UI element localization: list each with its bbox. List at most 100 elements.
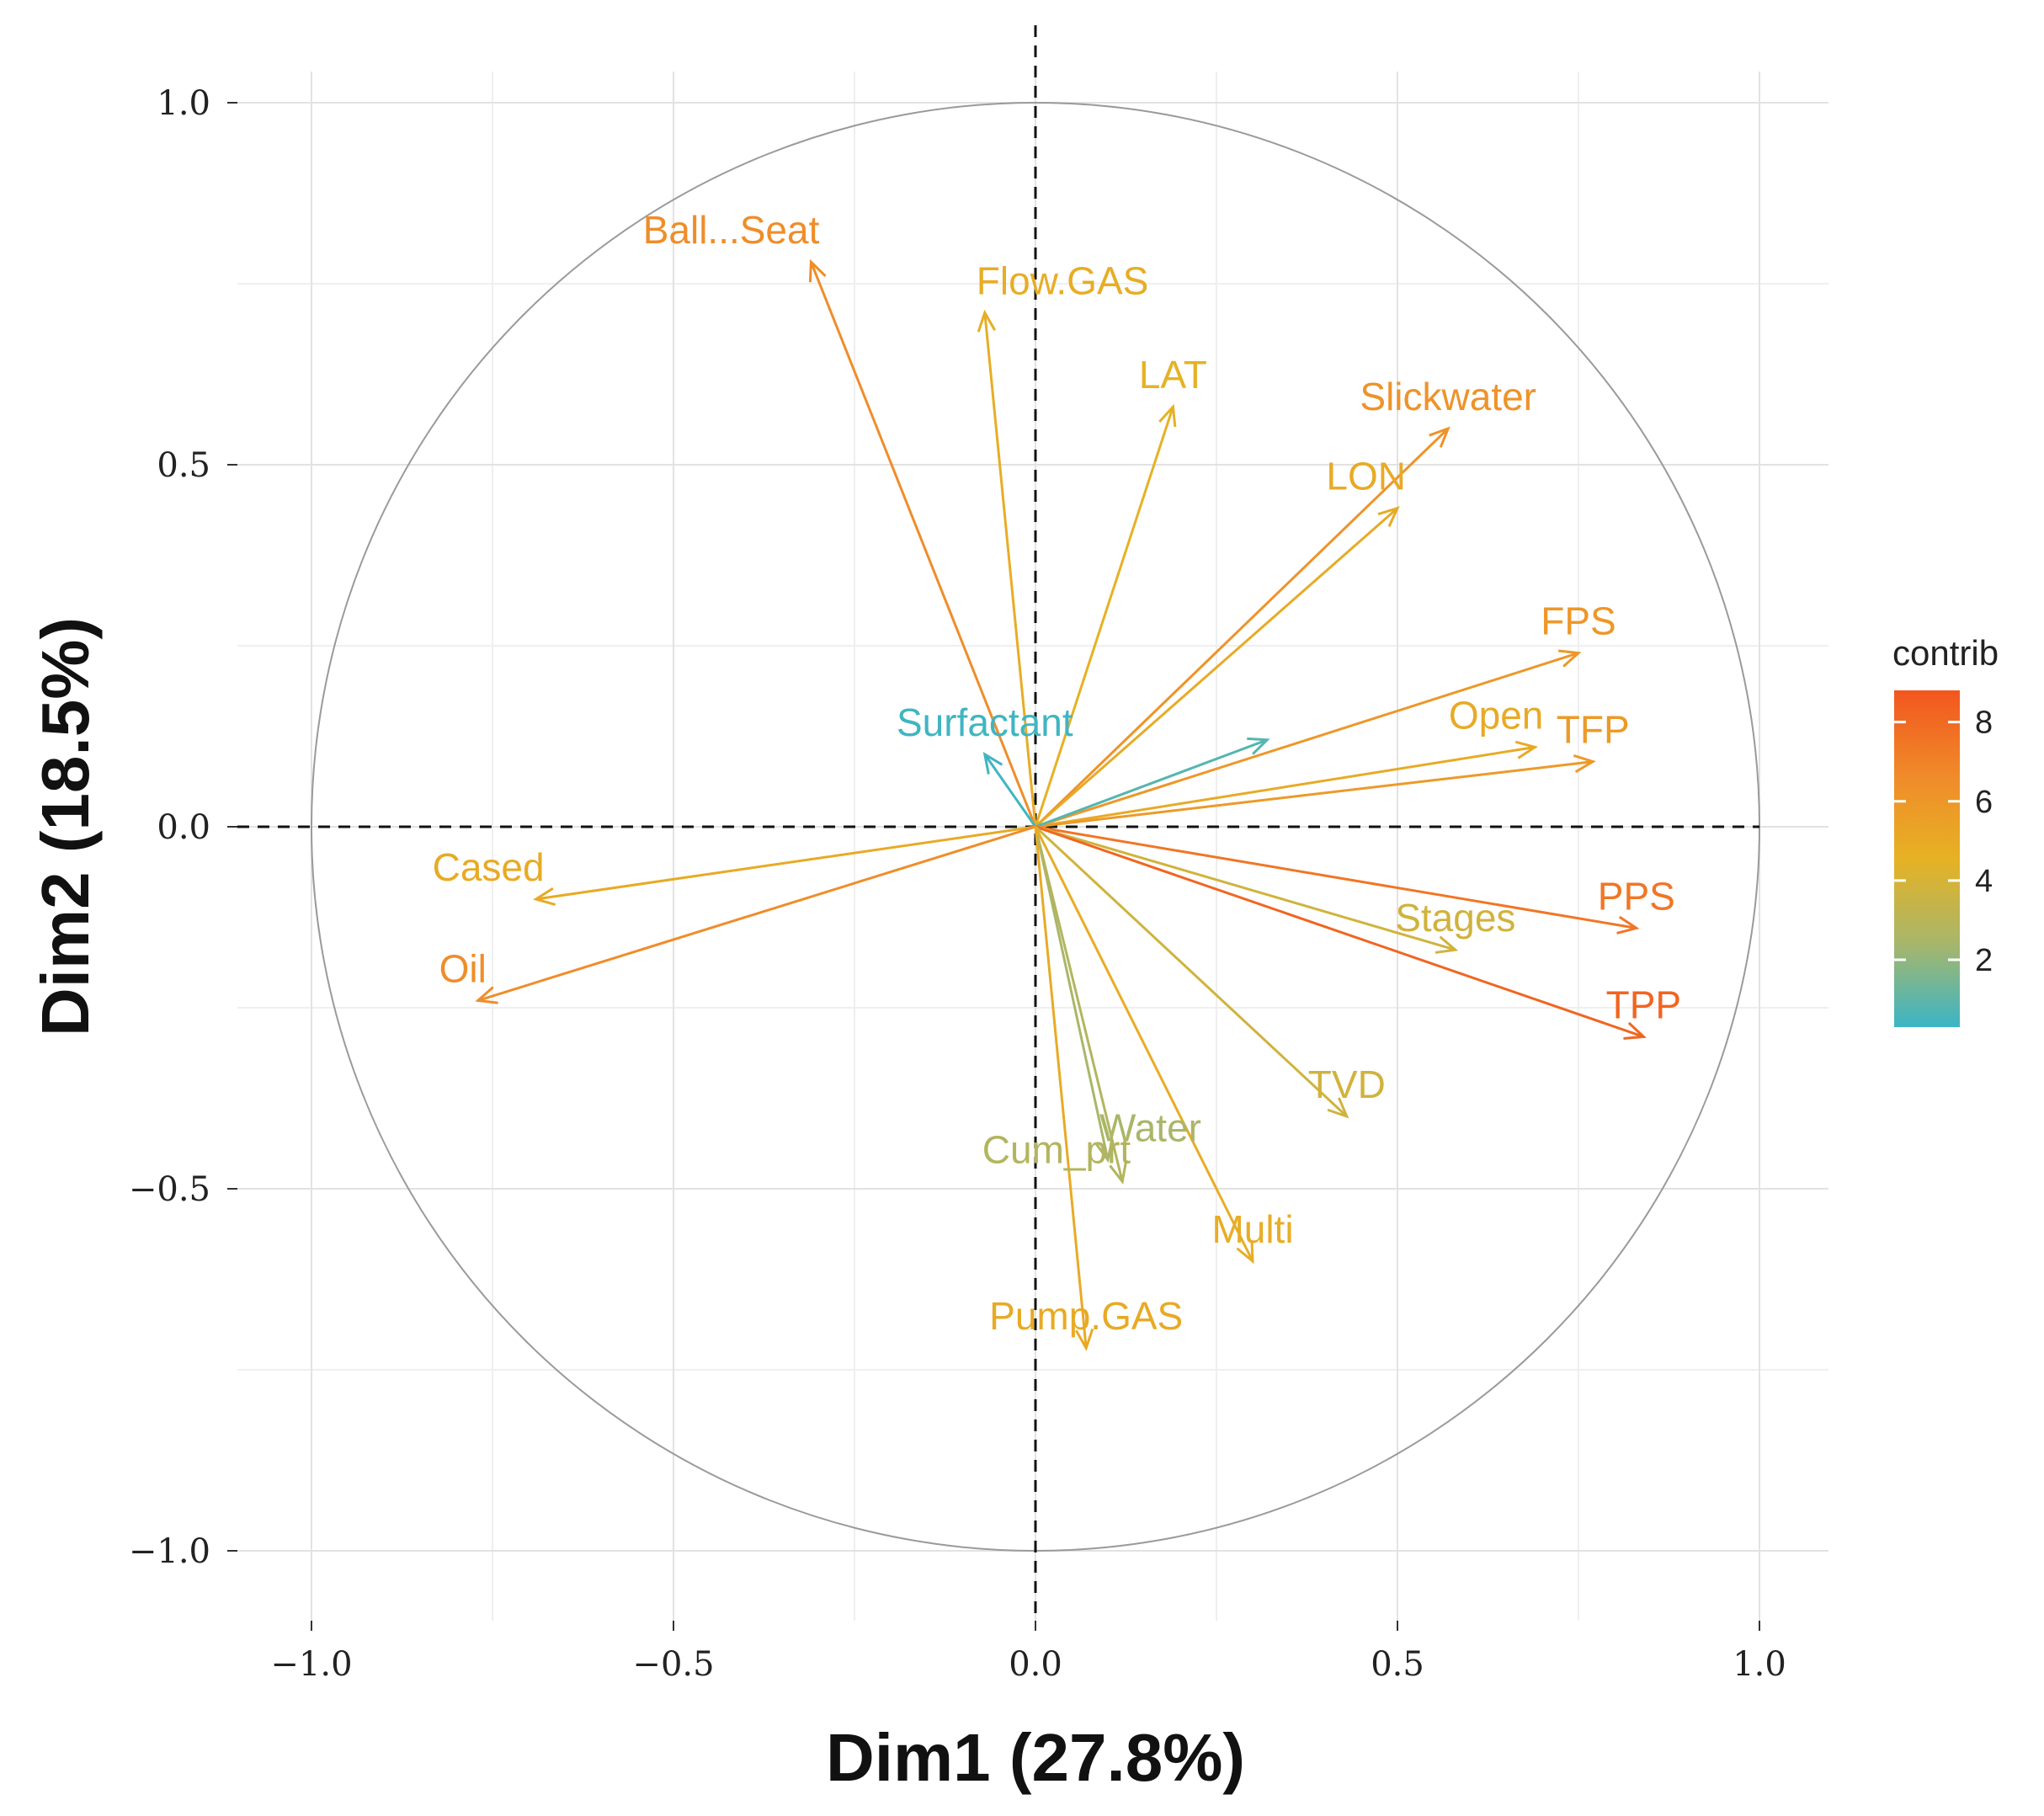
y-tick-label-1: 0.5 xyxy=(157,446,210,485)
arrow-ball-seat xyxy=(808,258,1037,828)
minor-gridlines xyxy=(237,72,1828,1621)
arrow-cased xyxy=(532,825,1036,906)
y-tick-label-0: 1.0 xyxy=(157,84,210,123)
arrow-head-open xyxy=(1514,740,1539,759)
x-axis-title: Dim1 (27.8%) xyxy=(826,1720,1245,1795)
arrow-stages xyxy=(1035,825,1459,954)
arrow-head-cum-prt xyxy=(1109,1161,1127,1185)
x-tick-label-0: −1.0 xyxy=(270,1645,352,1684)
arrow-shaft-lat xyxy=(1034,406,1174,828)
arrow-shaft-surfactant xyxy=(983,754,1037,828)
y-tick-label-3: −0.5 xyxy=(129,1170,210,1209)
arrow-head-tvd xyxy=(1327,1097,1349,1119)
legend-tick-label-3: 2 xyxy=(1975,943,1993,978)
arrow-lat xyxy=(1034,403,1177,828)
legend-tick-label-0: 8 xyxy=(1975,706,1993,741)
arrow-shaft-unnamed-9 xyxy=(1035,738,1268,828)
x-tick-label-3: 0.5 xyxy=(1371,1645,1424,1684)
contrib-legend: contrib 8 6 4 2 xyxy=(1892,633,1999,1027)
y-axis-ticks: 1.0 0.5 0.0 −0.5 −1.0 xyxy=(129,84,237,1571)
x-tick-label-2: 0.0 xyxy=(1009,1645,1062,1684)
label-lat: LAT xyxy=(1139,353,1207,397)
arrow-shaft-pps xyxy=(1035,825,1637,929)
label-flow-gas: Flow.GAS xyxy=(977,258,1149,302)
y-axis-title: Dim2 (18.5%) xyxy=(28,617,103,1036)
label-surfactant: Surfactant xyxy=(897,700,1073,744)
label-cum-prt: Cum_prt xyxy=(982,1127,1131,1171)
variable-labels: Ball...Seat Flow.GAS LAT Slickwater LON FPS Op… xyxy=(433,208,1682,1338)
arrow-shaft-water xyxy=(1034,826,1110,1160)
arrow-pps xyxy=(1035,825,1640,935)
arrow-flow-gas xyxy=(977,309,1037,828)
legend-tick-label-2: 4 xyxy=(1975,864,1993,899)
label-fps: FPS xyxy=(1541,599,1616,643)
label-oil: Oil xyxy=(439,946,487,990)
arrow-shaft-lon xyxy=(1035,507,1398,828)
arrow-water xyxy=(1034,826,1114,1164)
y-tick-label-4: −1.0 xyxy=(129,1532,210,1571)
arrow-head-ball-seat xyxy=(808,258,827,283)
x-tick-label-4: 1.0 xyxy=(1733,1645,1786,1684)
arrow-head-surfactant xyxy=(982,751,1003,775)
legend-ticks: 8 6 4 2 xyxy=(1894,706,1993,978)
arrow-shaft-cum-prt xyxy=(1034,826,1124,1182)
arrow-tfp xyxy=(1035,754,1596,828)
arrow-head-cased xyxy=(532,887,556,906)
arrow-pump-gas xyxy=(1034,826,1094,1351)
label-water: Water xyxy=(1099,1106,1201,1150)
arrow-slickwater xyxy=(1034,426,1450,828)
arrow-lon xyxy=(1035,506,1400,828)
label-pump-gas: Pump.GAS xyxy=(989,1294,1183,1338)
arrow-multi xyxy=(1034,826,1254,1265)
arrow-shaft-ball-seat xyxy=(810,261,1037,828)
label-slickwater: Slickwater xyxy=(1360,375,1536,418)
arrow-shaft-oil xyxy=(477,825,1036,1002)
arrow-head-lon xyxy=(1377,506,1400,528)
label-lon: LON xyxy=(1326,455,1406,498)
arrow-head-slickwater xyxy=(1429,426,1450,448)
arrow-head-water xyxy=(1094,1139,1114,1164)
arrow-head-tpp xyxy=(1623,1021,1647,1040)
legend-title: contrib xyxy=(1892,633,1999,673)
arrow-head-multi xyxy=(1236,1240,1254,1265)
arrow-shaft-fps xyxy=(1035,652,1579,828)
y-tick-label-2: 0.0 xyxy=(157,808,210,847)
arrow-tvd xyxy=(1034,825,1349,1119)
x-tick-label-1: −0.5 xyxy=(632,1645,714,1684)
arrow-shaft-tpp xyxy=(1035,825,1644,1038)
arrow-cum-prt xyxy=(1034,826,1127,1185)
arrow-open xyxy=(1035,740,1539,828)
arrow-head-tfp xyxy=(1573,754,1596,774)
arrow-oil xyxy=(475,825,1036,1004)
arrow-shaft-pump-gas xyxy=(1034,826,1088,1349)
arrow-shaft-open xyxy=(1035,745,1536,828)
arrow-shaft-tfp xyxy=(1035,760,1594,828)
arrow-fps xyxy=(1035,649,1582,828)
arrow-head-flow-gas xyxy=(977,309,996,333)
arrow-head-pump-gas xyxy=(1075,1328,1094,1351)
label-tvd: TVD xyxy=(1308,1062,1386,1106)
label-cased: Cased xyxy=(433,845,545,889)
legend-tick-label-1: 6 xyxy=(1975,785,1993,820)
arrow-shaft-multi xyxy=(1034,826,1254,1262)
label-open: Open xyxy=(1449,693,1544,737)
legend-color-bar xyxy=(1894,690,1960,1027)
arrow-head-unnamed-9 xyxy=(1247,737,1270,755)
arrow-shaft-flow-gas xyxy=(983,312,1037,828)
label-pps: PPS xyxy=(1598,874,1675,918)
arrow-unnamed-9 xyxy=(1035,737,1270,828)
label-tpp: TPP xyxy=(1606,983,1681,1026)
arrow-shaft-cased xyxy=(535,825,1036,901)
label-tfp: TFP xyxy=(1557,708,1630,752)
label-stages: Stages xyxy=(1395,896,1515,940)
arrow-head-oil xyxy=(475,986,498,1004)
arrow-head-stages xyxy=(1435,935,1459,954)
variable-arrows xyxy=(475,258,1647,1351)
label-multi: Multi xyxy=(1211,1207,1293,1251)
arrow-head-pps xyxy=(1616,915,1640,935)
x-axis-ticks: −1.0 −0.5 0.0 0.5 1.0 xyxy=(270,1621,1786,1684)
arrow-head-fps xyxy=(1557,649,1582,668)
arrow-tpp xyxy=(1035,825,1647,1040)
